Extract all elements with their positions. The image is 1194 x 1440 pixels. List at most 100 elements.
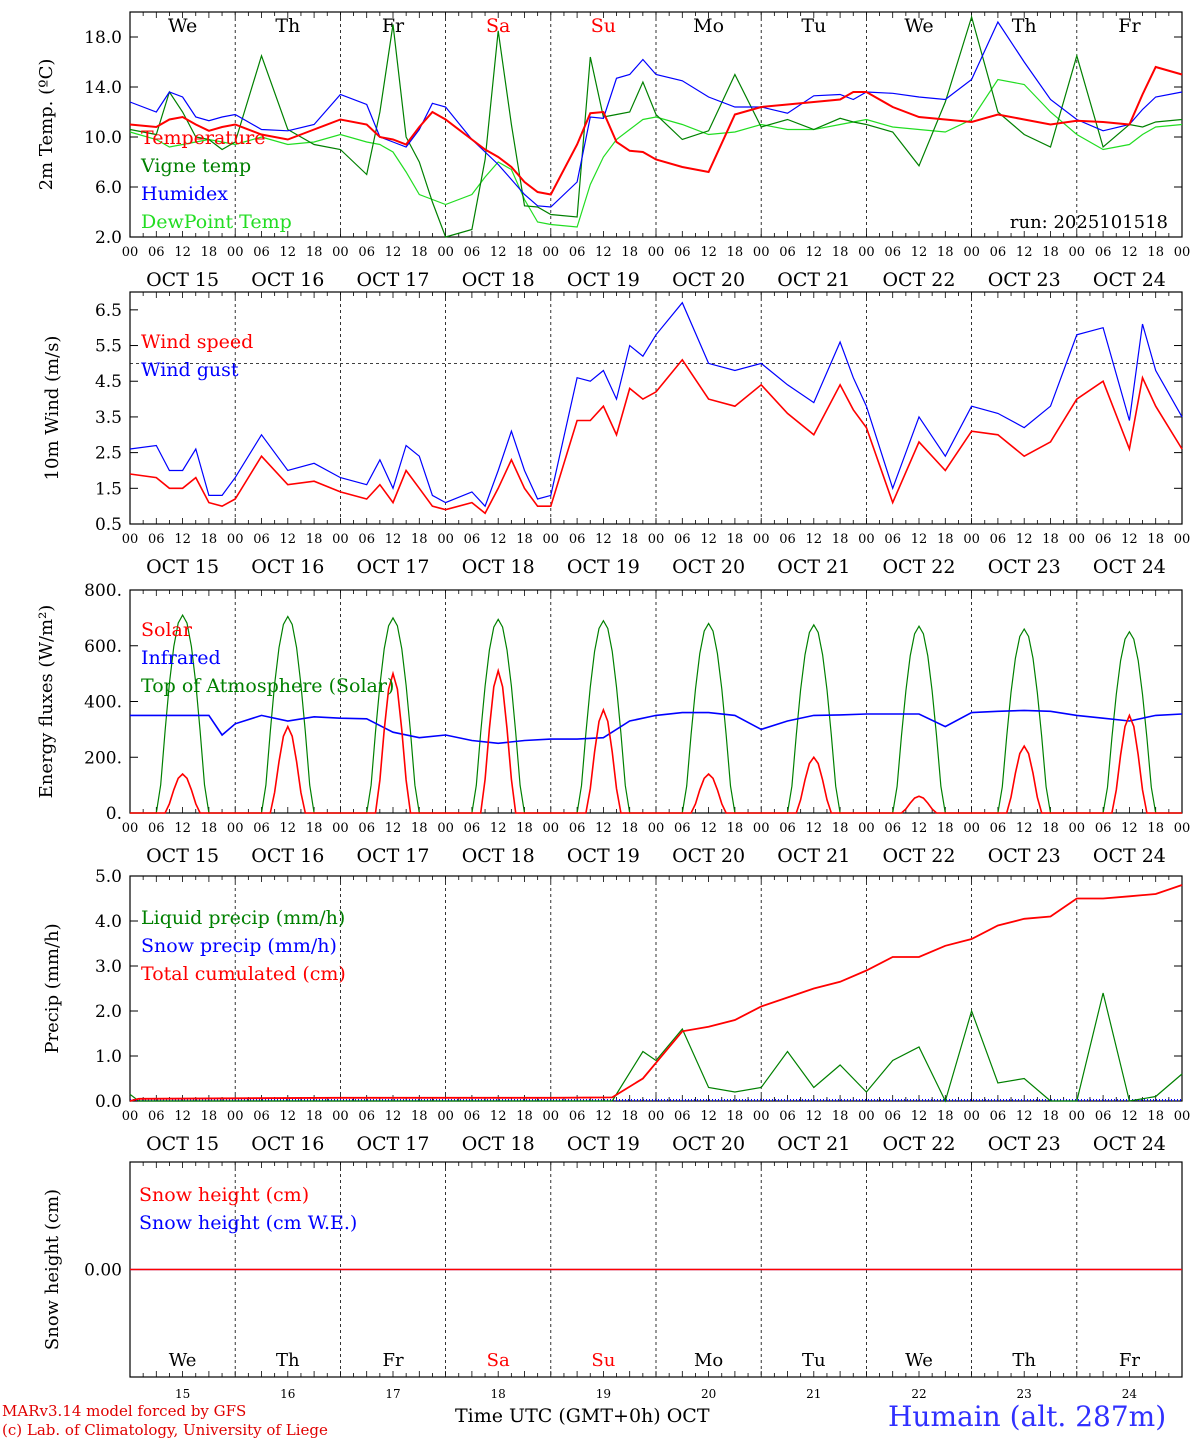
date-label: OCT 19 [567, 556, 640, 578]
y-axis-label: Precip (mm/h) [42, 923, 63, 1053]
weekday-label: Su [591, 15, 616, 37]
hour-tick-label: 18 [306, 532, 323, 547]
hour-tick-label: 18 [621, 1109, 638, 1124]
date-label: OCT 21 [777, 556, 850, 578]
legend-entry: Liquid precip (mm/h) [141, 907, 345, 929]
date-label: OCT 16 [251, 556, 324, 578]
hour-tick-label: 12 [1121, 532, 1138, 547]
date-label: OCT 19 [567, 845, 640, 867]
hour-tick-label: 00 [963, 821, 980, 836]
liquid-precip-line [129, 992, 1183, 1103]
hour-tick-label: 12 [174, 1109, 191, 1124]
hour-tick-label: 18 [937, 532, 954, 547]
hour-tick-label: 00 [963, 245, 980, 260]
y-tick-label: 4.5 [95, 372, 122, 392]
hour-tick-label: 06 [674, 245, 691, 260]
hour-tick-label: 12 [911, 821, 928, 836]
hour-tick-label: 00 [753, 532, 770, 547]
date-label: OCT 24 [1093, 1133, 1166, 1155]
hour-tick-label: 00 [332, 245, 349, 260]
hour-tick-label: 06 [569, 1109, 586, 1124]
hour-tick-label: 12 [385, 245, 402, 260]
date-label: OCT 18 [462, 845, 535, 867]
hour-tick-label: 00 [753, 821, 770, 836]
date-label: OCT 23 [988, 845, 1061, 867]
hour-tick-label: 12 [911, 532, 928, 547]
hour-tick-label: 06 [674, 1109, 691, 1124]
weekday-label: Mo [694, 1350, 723, 1371]
y-tick-label: 0.0 [95, 1092, 122, 1112]
weekday-label: Su [591, 1350, 615, 1371]
legend-entry: Snow height (cm) [139, 1184, 309, 1206]
hour-tick-label: 00 [332, 1109, 349, 1124]
y-tick-label: 0.00 [84, 1261, 122, 1281]
hour-tick-label: 12 [490, 532, 507, 547]
legend-entry: Infrared [141, 647, 221, 669]
hour-tick-label: 12 [595, 1109, 612, 1124]
hour-tick-label: 12 [1016, 1109, 1033, 1124]
date-label: OCT 17 [356, 269, 429, 291]
hour-tick-label: 06 [464, 1109, 481, 1124]
hour-tick-label: 06 [148, 1109, 165, 1124]
legend-entry: DewPoint Temp [141, 211, 292, 233]
hour-tick-label: 18 [937, 1109, 954, 1124]
weekday-label: We [169, 1350, 197, 1371]
weekday-label: Th [1012, 1350, 1036, 1371]
hour-tick-label: 00 [648, 245, 665, 260]
hour-tick-label: 18 [832, 1109, 849, 1124]
hour-tick-label: 12 [1121, 821, 1138, 836]
hour-tick-label: 00 [437, 821, 454, 836]
hour-tick-label: 12 [174, 821, 191, 836]
date-label: OCT 23 [988, 556, 1061, 578]
y-tick-label: 600. [84, 637, 122, 657]
weekday-label: Tu [802, 1350, 826, 1371]
y-tick-label: 0. [106, 804, 122, 824]
hour-tick-label: 06 [884, 1109, 901, 1124]
weekday-label: Th [275, 15, 300, 37]
weekday-label: Fr [382, 1350, 403, 1371]
hour-tick-label: 06 [884, 245, 901, 260]
hour-tick-label: 00 [858, 1109, 875, 1124]
temperature-series-line [129, 20, 1183, 208]
hour-tick-label: 18 [621, 532, 638, 547]
hour-tick-label: 06 [779, 821, 796, 836]
y-tick-label: 6.0 [95, 178, 122, 198]
hour-tick-label: 12 [595, 532, 612, 547]
hour-tick-label: 18 [306, 821, 323, 836]
hour-tick-label: 06 [674, 532, 691, 547]
hour-tick-label: 18 [516, 1109, 533, 1124]
hour-tick-label: 12 [1121, 245, 1138, 260]
y-tick-label: 5.5 [95, 337, 122, 357]
hour-tick-label: 06 [358, 821, 375, 836]
hour-tick-label: 12 [700, 245, 717, 260]
y-tick-label: 1.0 [95, 1047, 122, 1067]
hour-tick-label: 18 [1042, 1109, 1059, 1124]
hour-tick-label: 00 [543, 821, 560, 836]
hour-tick-label: 00 [963, 532, 980, 547]
hour-tick-label: 06 [253, 1109, 270, 1124]
hour-tick-label: 00 [543, 1109, 560, 1124]
legend-entry: Wind gust [141, 359, 239, 381]
hour-tick-label: 18 [411, 1109, 428, 1124]
run-id-annotation: run: 2025101518 [1010, 212, 1168, 233]
date-label: OCT 20 [672, 1133, 745, 1155]
hour-tick-label: 06 [358, 245, 375, 260]
date-label: OCT 23 [988, 269, 1061, 291]
hour-tick-label: 00 [648, 532, 665, 547]
day-number-label: 24 [1122, 1387, 1138, 1401]
date-label: OCT 15 [146, 1133, 219, 1155]
hour-tick-label: 12 [700, 532, 717, 547]
hour-tick-label: 00 [753, 245, 770, 260]
weekday-label: We [904, 15, 933, 37]
weekday-label: We [168, 15, 197, 37]
date-label: OCT 24 [1093, 845, 1166, 867]
hour-tick-label: 00 [122, 532, 139, 547]
hour-tick-label: 18 [306, 1109, 323, 1124]
hour-tick-label: 00 [332, 532, 349, 547]
y-tick-label: 10.0 [84, 128, 122, 148]
hour-tick-label: 18 [1042, 532, 1059, 547]
y-tick-label: 3.0 [95, 957, 122, 977]
hour-tick-label: 12 [700, 1109, 717, 1124]
hour-tick-label: 12 [280, 1109, 297, 1124]
hour-tick-label: 18 [516, 532, 533, 547]
